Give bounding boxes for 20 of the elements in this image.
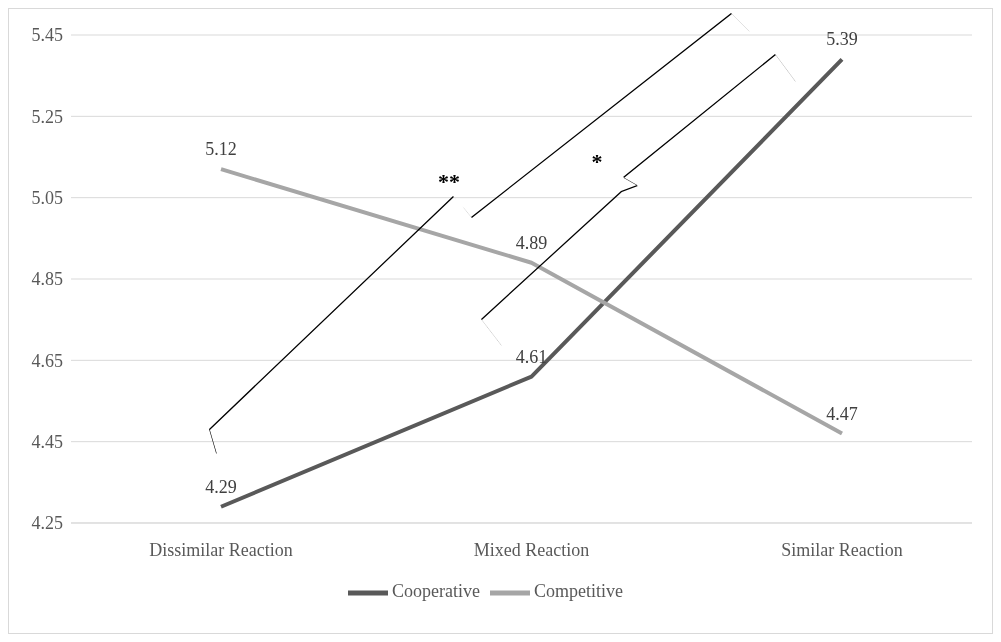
x-tick-label: Similar Reaction <box>781 539 903 560</box>
y-tick-label: 5.05 <box>31 188 63 209</box>
legend-label: Competitive <box>533 580 623 601</box>
data-label: 5.39 <box>826 29 858 50</box>
annotation: ** <box>438 169 460 194</box>
y-tick-label: 4.65 <box>31 350 63 371</box>
y-tick-label: 4.85 <box>31 269 63 290</box>
data-label: 4.61 <box>515 346 548 367</box>
data-label: 5.12 <box>205 139 237 160</box>
y-tick-label: 5.25 <box>31 106 63 127</box>
annotation: * <box>591 149 603 174</box>
x-tick-label: Mixed Reaction <box>473 539 590 560</box>
data-label: 4.89 <box>515 232 548 253</box>
y-tick-label: 4.25 <box>31 513 63 534</box>
y-tick-label: 4.45 <box>31 432 63 453</box>
y-tick-label: 5.45 <box>31 25 63 46</box>
legend-label: Cooperative <box>392 580 480 601</box>
data-label: 4.47 <box>826 403 858 424</box>
data-label: 4.29 <box>205 476 237 497</box>
x-tick-label: Dissimilar Reaction <box>149 539 293 560</box>
